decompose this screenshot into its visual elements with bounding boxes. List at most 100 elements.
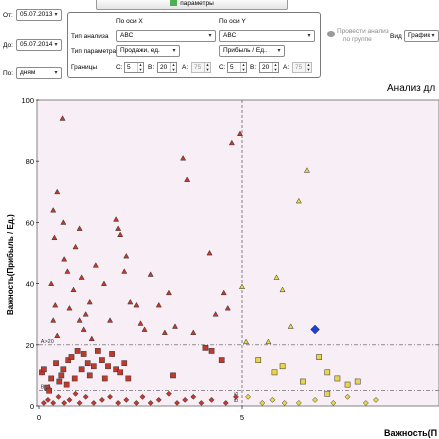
y-bound-b-label: B:: [250, 64, 257, 71]
chevron-down-icon: ▾: [431, 33, 435, 39]
y-bound-c-input[interactable]: 5 ▲ ▼: [227, 62, 247, 73]
data-point-triangle: [123, 252, 130, 259]
x-bound-c-label: C:: [116, 64, 123, 71]
data-point-triangle: [212, 311, 219, 317]
data-point-square: [105, 363, 111, 370]
to-date-picker[interactable]: 05.07.2014 ▾: [16, 39, 62, 51]
data-point-diamond: [139, 393, 146, 400]
x-analysis-type-select[interactable]: ABC ▾: [116, 30, 216, 42]
params-button[interactable]: параметры: [96, 0, 288, 10]
data-point-triangle: [92, 262, 99, 268]
y-bound-a-label: A:: [283, 64, 290, 71]
data-point-diamond: [165, 390, 172, 397]
y-axis-header: По оси Y: [219, 18, 246, 25]
to-label: До:: [3, 42, 13, 49]
data-point-diamond: [295, 399, 302, 406]
from-date-value: 05.07.2013: [20, 11, 53, 18]
group-analysis-button[interactable]: Провести анализ по группе: [325, 27, 389, 45]
data-point-triangle: [165, 289, 172, 296]
data-point-diamond: [115, 399, 122, 406]
y-tick-label: 40: [26, 280, 34, 289]
data-point-diamond: [50, 399, 57, 406]
y-bound-a-input[interactable]: 75 ▲ ▼: [292, 62, 312, 73]
data-point-triangle: [107, 317, 114, 323]
data-point-triangle: [295, 197, 302, 204]
data-point-triangle: [115, 225, 122, 231]
data-point-square: [80, 351, 87, 357]
y-tick-label: 100: [21, 96, 34, 105]
data-point-triangle: [88, 335, 95, 342]
x-tick-label: 0: [37, 413, 41, 422]
from-label: От:: [3, 12, 13, 19]
data-point-square: [78, 366, 85, 373]
data-point-square: [68, 354, 75, 360]
data-point-triangle: [54, 188, 61, 195]
data-point-triangle: [54, 332, 61, 338]
view-value: График: [408, 32, 431, 39]
data-point-square: [334, 375, 341, 382]
data-point-square: [86, 372, 93, 379]
data-point-diamond: [55, 393, 62, 400]
data-point-triangle: [66, 304, 73, 311]
data-point-triangle: [287, 323, 294, 329]
zone-label: A>20: [41, 339, 54, 345]
data-point-triangle: [273, 274, 280, 280]
data-point-square: [117, 369, 124, 376]
data-point-diamond: [82, 393, 89, 400]
x-param-type-select[interactable]: Продажи, ед. ▾: [116, 45, 180, 57]
data-point-triangle: [180, 155, 187, 161]
data-point-triangle: [236, 130, 243, 136]
data-point-triangle: [76, 317, 83, 323]
y-param-type-select[interactable]: Прибыль / Ед.. ▾: [219, 45, 285, 57]
data-point-square: [344, 381, 351, 388]
params-icon: [170, 0, 178, 7]
data-point-diamond: [222, 399, 229, 406]
period-select[interactable]: дням ▾: [16, 67, 62, 79]
chevron-down-icon: ▾: [208, 33, 212, 39]
data-point-square: [95, 348, 101, 354]
x-bound-c-input[interactable]: 5 ▲ ▼: [124, 62, 144, 73]
data-point-triangle: [279, 286, 286, 293]
data-point-square: [170, 372, 176, 379]
data-point-diamond: [174, 399, 180, 406]
x-bound-b-input[interactable]: 20 ▲ ▼: [157, 62, 177, 73]
spin-arrows-icon: ▲ ▼: [137, 62, 143, 72]
data-point-square: [41, 366, 47, 373]
y-analysis-type-value: ABC: [223, 32, 237, 39]
data-point-diamond: [344, 393, 351, 400]
data-point-triangle: [50, 317, 57, 323]
data-point-triangle: [64, 268, 71, 274]
data-point-square: [56, 378, 63, 385]
param-type-label: Тип параметра: [71, 48, 117, 55]
data-point-square: [58, 372, 65, 379]
data-point-diamond: [90, 399, 97, 406]
data-point-diamond: [44, 396, 51, 403]
view-label: Вид: [390, 33, 402, 40]
data-point-triangle: [51, 234, 58, 241]
y-analysis-type-select[interactable]: ABC ▾: [219, 30, 315, 42]
data-point-square: [46, 387, 52, 394]
data-point-triangle: [127, 298, 134, 305]
data-point-triangle: [238, 283, 246, 289]
y-axis-label: Важность(Прибыль / Ед.): [6, 214, 15, 315]
y-bound-b-input[interactable]: 20 ▲ ▼: [259, 62, 279, 73]
view-select[interactable]: График ▾: [404, 30, 439, 42]
from-date-picker[interactable]: 05.07.2013 ▾: [16, 9, 62, 21]
data-point-triangle: [100, 280, 107, 286]
data-point-triangle: [224, 304, 231, 311]
data-point-square: [316, 354, 322, 360]
data-point-diamond: [245, 393, 252, 400]
data-point-square: [84, 360, 91, 367]
data-point-diamond: [76, 399, 83, 406]
data-point-diamond: [198, 399, 205, 406]
data-point-square: [125, 375, 132, 382]
data-point-square: [271, 369, 278, 376]
data-point-triangle: [184, 176, 191, 182]
data-point-diamond: [40, 399, 47, 406]
x-bound-a-input[interactable]: 75 ▲ ▼: [191, 62, 211, 73]
data-point-triangle: [137, 320, 144, 326]
data-point-triangle: [147, 271, 154, 277]
x-param-type-value: Продажи, ед.: [120, 47, 160, 54]
y-bound-c-value: 5: [230, 64, 234, 71]
data-point-square: [255, 357, 262, 363]
